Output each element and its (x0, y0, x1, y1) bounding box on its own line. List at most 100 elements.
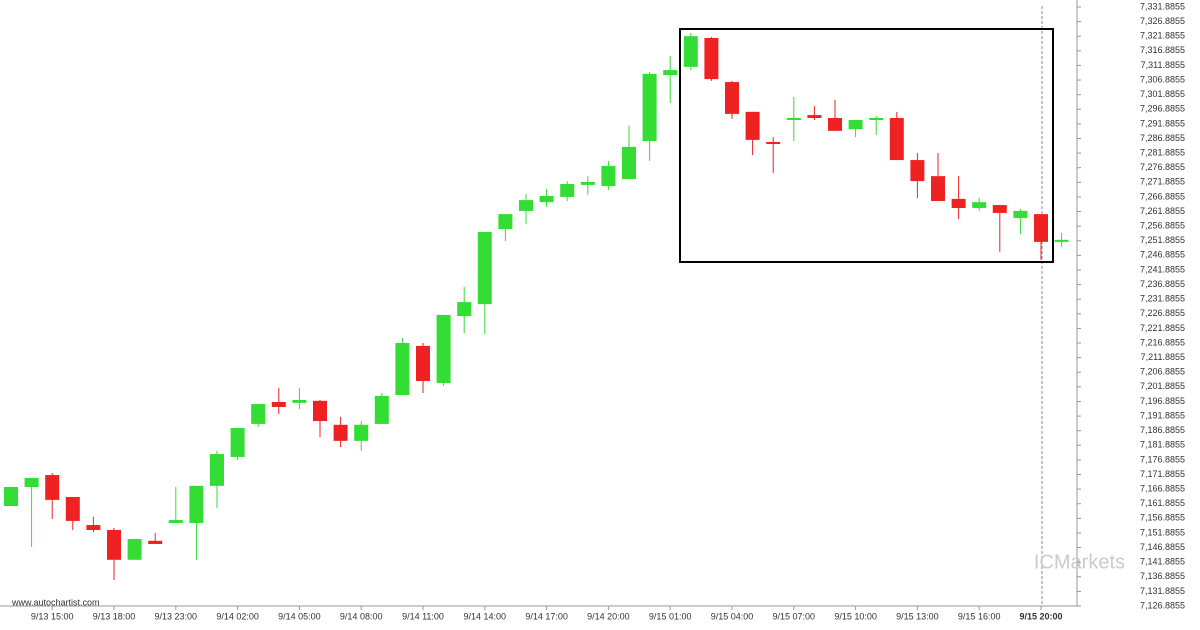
y-tick-label: 7,151.8855 (1140, 527, 1185, 537)
candle-body (313, 400, 327, 421)
y-tick-label: 7,186.8855 (1140, 425, 1185, 435)
y-tick-label: 7,216.8855 (1140, 337, 1185, 347)
y-tick-label: 7,191.8855 (1140, 410, 1185, 420)
candle-body (828, 117, 842, 131)
y-tick-label: 7,181.8855 (1140, 440, 1185, 450)
candle-body (210, 454, 224, 486)
x-tick-label: 9/13 15:00 (31, 611, 74, 621)
y-tick-label: 7,331.8855 (1140, 1, 1185, 11)
y-tick-label: 7,266.8855 (1140, 191, 1185, 201)
y-tick-label: 7,171.8855 (1140, 469, 1185, 479)
y-tick-label: 7,166.8855 (1140, 483, 1185, 493)
candle-body (1054, 239, 1069, 242)
y-tick-label: 7,276.8855 (1140, 162, 1185, 172)
candles (4, 32, 1069, 580)
candle-body (4, 487, 18, 507)
candle-body (148, 540, 163, 545)
y-tick-label: 7,246.8855 (1140, 250, 1185, 260)
candle-body (65, 496, 80, 521)
candle-body (725, 82, 739, 114)
x-tick-label: 9/14 14:00 (464, 611, 507, 621)
candle-body (519, 200, 533, 211)
candle-body (1034, 214, 1048, 242)
y-tick-label: 7,156.8855 (1140, 513, 1185, 523)
y-tick-label: 7,211.8855 (1141, 352, 1185, 362)
candle-body (230, 428, 245, 457)
candle-body (395, 342, 410, 395)
y-tick-label: 7,131.8855 (1140, 586, 1185, 596)
x-tick-label: 9/14 20:00 (587, 611, 630, 621)
candle-body (972, 202, 987, 208)
y-tick-label: 7,221.8855 (1140, 323, 1185, 333)
x-tick-label: 9/15 01:00 (649, 611, 692, 621)
candle-body (931, 176, 945, 201)
y-tick-label: 7,196.8855 (1140, 396, 1185, 406)
y-tick-label: 7,136.8855 (1140, 571, 1185, 581)
y-tick-label: 7,236.8855 (1140, 279, 1185, 289)
candle-body (251, 404, 266, 424)
y-tick-label: 7,316.8855 (1140, 45, 1185, 55)
candle-body (992, 205, 1007, 213)
y-tick-label: 7,286.8855 (1140, 133, 1185, 143)
x-tick-label: 9/14 08:00 (340, 611, 383, 621)
y-tick-label: 7,271.8855 (1140, 177, 1185, 187)
y-tick-label: 7,231.8855 (1140, 294, 1185, 304)
candle-body (601, 165, 616, 187)
candle-body (951, 198, 966, 208)
y-tick-label: 7,321.8855 (1140, 31, 1185, 41)
candle-body (498, 214, 513, 230)
x-tick-label: 9/15 20:00 (1019, 611, 1062, 621)
candle-body (127, 539, 142, 560)
y-tick-label: 7,261.8855 (1140, 206, 1185, 216)
y-tick-label: 7,256.8855 (1140, 221, 1185, 231)
candle-body (704, 37, 719, 80)
x-tick-label: 9/15 04:00 (711, 611, 754, 621)
candle-body (642, 73, 657, 142)
candle-body (560, 184, 575, 197)
x-tick-label: 9/14 11:00 (402, 611, 444, 621)
candle-body (745, 111, 760, 140)
candle-body (168, 520, 183, 523)
x-tick-label: 9/15 13:00 (896, 611, 939, 621)
candle-body (24, 477, 39, 488)
y-tick-label: 7,296.8855 (1140, 104, 1185, 114)
y-tick-label: 7,306.8855 (1140, 74, 1185, 84)
y-tick-label: 7,161.8855 (1140, 498, 1185, 508)
candle-body (766, 141, 781, 144)
candle-body (477, 231, 492, 305)
candle-body (107, 529, 121, 560)
candle-body (189, 485, 204, 523)
candle-body (889, 117, 904, 161)
y-tick-label: 7,311.8855 (1141, 60, 1185, 70)
candle-body (354, 424, 369, 441)
pattern-box (679, 28, 1054, 263)
source: www.autochartist.com (11, 597, 100, 607)
candle-body (683, 36, 698, 67)
candle-body (663, 70, 678, 76)
y-tick-label: 7,226.8855 (1140, 308, 1185, 318)
y-tick-label: 7,251.8855 (1140, 235, 1185, 245)
y-tick-label: 7,141.8855 (1140, 557, 1185, 567)
y-tick-label: 7,126.8855 (1140, 600, 1185, 610)
candle-body (436, 314, 451, 384)
candle-body (271, 402, 286, 407)
candle-body (416, 345, 430, 381)
candle-body (374, 395, 389, 424)
y-tick-label: 7,241.8855 (1140, 264, 1185, 274)
y-tick-label: 7,146.8855 (1140, 542, 1185, 552)
y-tick-label: 7,176.8855 (1140, 454, 1185, 464)
candle-body (807, 115, 822, 118)
y-tick-label: 7,201.8855 (1140, 381, 1185, 391)
candle-body (333, 424, 348, 441)
x-tick-label: 9/13 23:00 (155, 611, 198, 621)
x-tick-label: 9/15 07:00 (773, 611, 816, 621)
candle-body (86, 525, 101, 530)
x-tick-label: 9/13 18:00 (93, 611, 136, 621)
candle-body (292, 399, 307, 403)
x-tick-label: 9/14 17:00 (525, 611, 568, 621)
candle-body (622, 146, 636, 180)
candle-body (786, 117, 801, 121)
candle-body (580, 181, 595, 185)
candle-body (45, 475, 60, 500)
